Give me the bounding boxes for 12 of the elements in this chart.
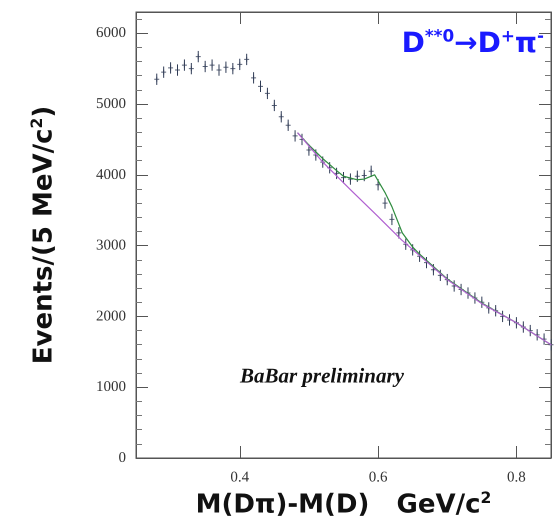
y-tick-label: 4000 [96, 166, 126, 183]
y-tick-label: 1000 [96, 379, 126, 396]
annotation: BaBar preliminary [239, 364, 405, 388]
x-tick-label: 0.4 [230, 470, 250, 486]
y-tick-label: 0 [118, 450, 126, 466]
y-tick-label: 5000 [96, 96, 126, 112]
y-tick-label: 6000 [96, 25, 126, 42]
y-tick-label: 2000 [96, 308, 126, 324]
x-tick-label: 0.6 [368, 470, 388, 486]
x-tick-label: 0.8 [507, 470, 526, 486]
y-tick-label: 3000 [96, 238, 126, 254]
y-axis-title: Events/(5 MeV/c2) [28, 106, 58, 364]
